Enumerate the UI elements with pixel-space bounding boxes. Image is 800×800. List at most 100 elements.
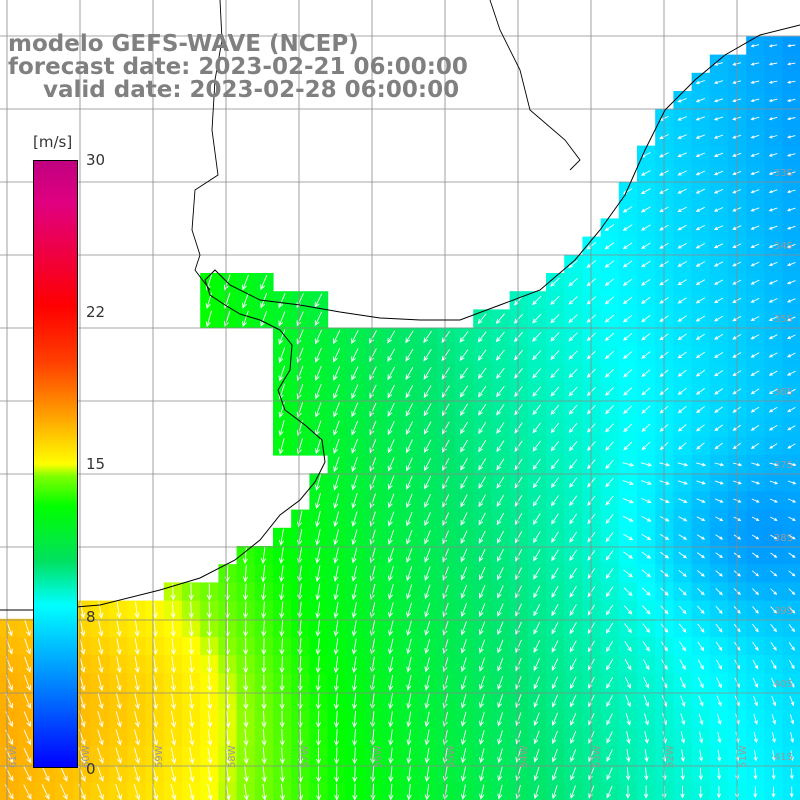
arrow-head bbox=[387, 483, 393, 490]
arrow-head bbox=[786, 299, 791, 303]
wind-arrow bbox=[696, 424, 705, 432]
arrow-shaft bbox=[316, 492, 321, 509]
arrow-head bbox=[719, 481, 724, 485]
arrow-head bbox=[629, 499, 634, 504]
wind-arrow bbox=[695, 297, 706, 304]
arrow-shaft bbox=[569, 513, 578, 524]
wind-arrow bbox=[622, 278, 633, 286]
arrow-head bbox=[756, 499, 760, 503]
arrow-shaft bbox=[715, 570, 723, 577]
wind-arrow bbox=[297, 619, 303, 637]
wind-arrow bbox=[696, 498, 706, 503]
arrow-shaft bbox=[587, 314, 596, 323]
arrow-head bbox=[387, 611, 393, 618]
arrow-head bbox=[695, 99, 700, 103]
wind-arrow bbox=[605, 423, 614, 433]
arrow-shaft bbox=[317, 710, 320, 727]
arrow-shaft bbox=[587, 368, 596, 378]
arrow-head bbox=[550, 282, 555, 287]
wind-arrow bbox=[715, 516, 724, 521]
arrow-shaft bbox=[479, 585, 486, 598]
arrow-head bbox=[629, 462, 635, 467]
arrow-shaft bbox=[769, 261, 778, 266]
arrow-head bbox=[604, 354, 610, 360]
arrow-shaft bbox=[388, 529, 395, 545]
arrow-head bbox=[622, 208, 628, 213]
arrow-head bbox=[773, 609, 778, 614]
wind-arrow bbox=[768, 443, 778, 449]
arrow-shaft bbox=[622, 480, 634, 485]
arrow-head bbox=[768, 135, 773, 139]
arrow-shaft bbox=[351, 420, 359, 435]
arrow-head bbox=[750, 117, 755, 121]
wind-arrow bbox=[788, 516, 796, 521]
colorbar-label-0: 0 bbox=[86, 760, 96, 778]
arrow-head bbox=[695, 190, 700, 194]
arrow-shaft bbox=[606, 622, 614, 634]
arrow-shaft bbox=[515, 512, 523, 525]
wind-arrow bbox=[623, 605, 633, 615]
arrow-shaft bbox=[641, 480, 652, 485]
arrow-head bbox=[773, 554, 778, 558]
arrow-head bbox=[750, 263, 755, 267]
wind-arrow bbox=[768, 98, 778, 103]
arrow-head bbox=[587, 519, 592, 525]
wind-arrow bbox=[460, 566, 468, 581]
arrow-shaft bbox=[496, 385, 505, 397]
arrow-head bbox=[532, 519, 538, 525]
colorbar-label-15: 15 bbox=[86, 455, 106, 473]
arrow-head bbox=[750, 445, 755, 449]
arrow-shaft bbox=[605, 260, 615, 268]
arrow-head bbox=[768, 44, 773, 48]
arrow-head bbox=[424, 611, 430, 618]
arrow-shaft bbox=[532, 422, 541, 433]
arrow-head bbox=[152, 630, 158, 637]
arrow-head bbox=[242, 558, 248, 565]
arrow-head bbox=[586, 427, 592, 433]
arrow-head bbox=[791, 609, 796, 614]
arrow-head bbox=[713, 153, 718, 157]
arrow-shaft bbox=[514, 331, 524, 342]
arrow-shaft bbox=[751, 44, 760, 47]
arrow-shaft bbox=[497, 530, 504, 543]
arrow-shaft bbox=[442, 457, 450, 471]
arrow-head bbox=[206, 594, 212, 601]
arrow-shaft bbox=[787, 171, 796, 175]
wind-arrow bbox=[586, 296, 596, 305]
arrow-head bbox=[768, 372, 773, 376]
arrow-head bbox=[683, 554, 688, 559]
arrow-head bbox=[628, 591, 633, 597]
arrow-head bbox=[387, 374, 393, 381]
wind-arrow bbox=[787, 352, 796, 358]
arrow-shaft bbox=[587, 495, 596, 506]
arrow-shaft bbox=[696, 480, 706, 485]
arrow-head bbox=[405, 447, 411, 454]
wind-arrow bbox=[459, 385, 469, 398]
arrow-shaft bbox=[751, 62, 760, 66]
arrow-shaft bbox=[568, 386, 578, 396]
wind-arrow bbox=[622, 462, 635, 467]
arrow-shaft bbox=[533, 476, 541, 488]
arrow-shaft bbox=[623, 569, 633, 578]
arrow-shaft bbox=[714, 370, 724, 377]
arrow-shaft bbox=[315, 347, 322, 362]
wind-arrow bbox=[586, 404, 596, 415]
arrow-shaft bbox=[714, 315, 724, 322]
wind-arrow bbox=[242, 547, 248, 565]
arrow-shaft bbox=[623, 605, 633, 615]
arrow-head bbox=[387, 392, 393, 399]
arrow-head bbox=[477, 355, 483, 361]
arrow-shaft bbox=[605, 242, 615, 250]
arrow-head bbox=[719, 518, 724, 521]
arrow-head bbox=[333, 393, 338, 400]
arrow-shaft bbox=[388, 566, 394, 581]
arrow-shaft bbox=[242, 292, 249, 308]
arrow-shaft bbox=[751, 370, 760, 376]
arrow-shaft bbox=[334, 529, 340, 545]
wind-arrow bbox=[514, 386, 523, 398]
arrow-shaft bbox=[769, 207, 778, 212]
arrow-shaft bbox=[606, 604, 614, 615]
wind-arrow bbox=[242, 274, 249, 291]
wind-arrow bbox=[750, 316, 760, 321]
arrow-shaft bbox=[443, 602, 449, 617]
